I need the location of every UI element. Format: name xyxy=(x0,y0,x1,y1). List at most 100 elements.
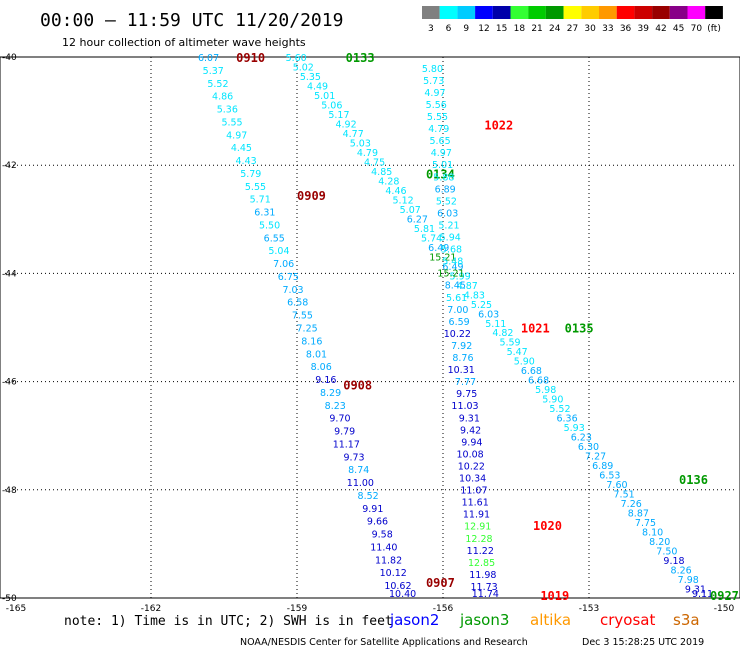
swh-value: 6.49 xyxy=(442,262,463,273)
swh-value: 6.36 xyxy=(556,414,577,425)
colorbar-legend: 3 6 9 12 15 18 21 24 27 30 33 36 39 42 45 70 (ft) xyxy=(422,6,723,34)
swh-value: 6.89 xyxy=(592,461,613,472)
swh-value: 5.48 xyxy=(442,257,463,268)
swh-value: 9.31 xyxy=(685,585,706,596)
swh-value: 7.51 xyxy=(614,490,635,501)
swh-value: 4.43 xyxy=(236,156,257,167)
swh-value: 10.22 xyxy=(458,461,485,472)
swh-value: 4.97 xyxy=(431,148,452,159)
swh-value: 11.17 xyxy=(333,439,360,450)
swh-value: 15.21 xyxy=(437,269,464,280)
swh-value: 5.74 xyxy=(421,233,442,244)
colorbar-swatch xyxy=(634,6,653,19)
colorbar-label: 36 xyxy=(620,24,632,34)
x-tick-label: -162 xyxy=(141,604,161,614)
satellite-name: altika xyxy=(530,611,571,629)
swh-value: 5.52 xyxy=(549,404,570,415)
swh-value: 5.01 xyxy=(314,91,335,102)
swh-value: 5.65 xyxy=(429,136,450,147)
colorbar-swatch xyxy=(652,6,670,19)
swh-value: 5.35 xyxy=(300,72,321,83)
swh-value: 7.27 xyxy=(585,452,606,463)
swh-value: 11.07 xyxy=(460,486,487,497)
colorbar-swatch xyxy=(545,6,564,19)
grid-lines xyxy=(5,57,735,598)
swh-value: 9.75 xyxy=(456,389,477,400)
y-tick-labels: -40 -42 -44 -46 -48 -50 xyxy=(2,53,17,604)
swh-value: 11.61 xyxy=(462,498,489,509)
chart-title: 00:00 — 11:59 UTC 11/20/2019 xyxy=(40,10,343,31)
swh-value: 4.49 xyxy=(307,81,328,92)
swh-value: 9.18 xyxy=(663,556,684,567)
swh-value: 9.73 xyxy=(343,452,364,463)
swh-value: 11.73 xyxy=(470,582,497,593)
swh-value: 5.02 xyxy=(293,62,314,73)
swh-value: 7.50 xyxy=(656,547,677,558)
swh-value: 7.92 xyxy=(451,341,472,352)
colorbar-swatch xyxy=(492,6,511,19)
swh-value: 7.75 xyxy=(635,518,656,529)
colorbar-label: 3 xyxy=(428,24,434,34)
x-tick-label: -159 xyxy=(287,604,308,614)
time-label: 1022 xyxy=(484,119,513,133)
swh-value: 9.70 xyxy=(329,414,350,425)
swh-value: 8.76 xyxy=(452,353,473,364)
swh-value: 12.28 xyxy=(465,534,492,545)
swh-value: 5.71 xyxy=(250,195,271,206)
time-label: 1019 xyxy=(540,589,569,603)
swh-value: 5.94 xyxy=(440,233,461,244)
colorbar-swatch xyxy=(563,6,582,19)
swh-value: 9.94 xyxy=(461,437,482,448)
swh-value: 8.10 xyxy=(642,528,663,539)
colorbar-label: 21 xyxy=(531,24,542,34)
colorbar-label: 12 xyxy=(478,24,489,34)
swh-value: 4.97 xyxy=(226,130,247,141)
swh-value: 10.12 xyxy=(380,568,407,579)
colorbar-swatch xyxy=(510,6,529,19)
swh-value: 4.97 xyxy=(424,88,445,99)
swh-value: 5.17 xyxy=(328,110,349,121)
swh-value: 8.06 xyxy=(311,362,332,373)
swh-value: 5.52 xyxy=(436,196,457,207)
swh-value: 9.79 xyxy=(334,427,355,438)
swh-value: 9.58 xyxy=(372,530,393,541)
swh-value: 8.87 xyxy=(628,509,649,520)
x-tick-label: -153 xyxy=(579,604,599,614)
swh-value: 11.03 xyxy=(451,401,478,412)
y-tick-label: -48 xyxy=(2,486,17,496)
colorbar-swatch xyxy=(581,6,599,19)
swh-value: 6.75 xyxy=(278,272,299,283)
colorbar-label: 39 xyxy=(638,24,650,34)
swh-value: 6.30 xyxy=(578,442,599,453)
x-tick-label: -150 xyxy=(714,604,735,614)
swh-value: 11.22 xyxy=(467,546,494,557)
colorbar-swatch xyxy=(669,6,688,19)
swh-value: 5.25 xyxy=(471,300,492,311)
swh-value: 6.58 xyxy=(287,298,308,309)
swh-value: 7.98 xyxy=(678,575,699,586)
footer-stamp: Dec 3 15:28:25 UTC 2019 xyxy=(582,637,704,648)
colorbar-label: 27 xyxy=(567,24,578,34)
swh-value: 4.86 xyxy=(212,92,233,103)
swh-value: 7.60 xyxy=(606,480,627,491)
swh-value: 4.46 xyxy=(385,186,406,197)
time-label: 0135 xyxy=(565,322,594,336)
colorbar-label: 33 xyxy=(602,24,613,34)
swh-value: 8.01 xyxy=(306,349,327,360)
swh-value: 5.37 xyxy=(203,66,224,77)
time-label: 1020 xyxy=(533,519,562,533)
swh-value: 6.07 xyxy=(198,53,219,64)
swh-value: 4.92 xyxy=(335,119,356,130)
swh-value: 6.23 xyxy=(571,433,592,444)
swh-value: 11.82 xyxy=(375,555,402,566)
swh-value: 10.31 xyxy=(448,365,475,376)
satellite-name: jason2 xyxy=(389,611,439,629)
time-label: 1021 xyxy=(521,322,550,336)
satellite-name: s3a xyxy=(673,611,700,629)
swh-value: 4.87 xyxy=(457,281,478,292)
colorbar-label: 70 xyxy=(691,24,703,34)
swh-value: 12.91 xyxy=(464,522,491,533)
swh-value: 8.23 xyxy=(325,401,346,412)
footer-credit: NOAA/NESDIS Center for Satellite Applica… xyxy=(240,637,528,648)
